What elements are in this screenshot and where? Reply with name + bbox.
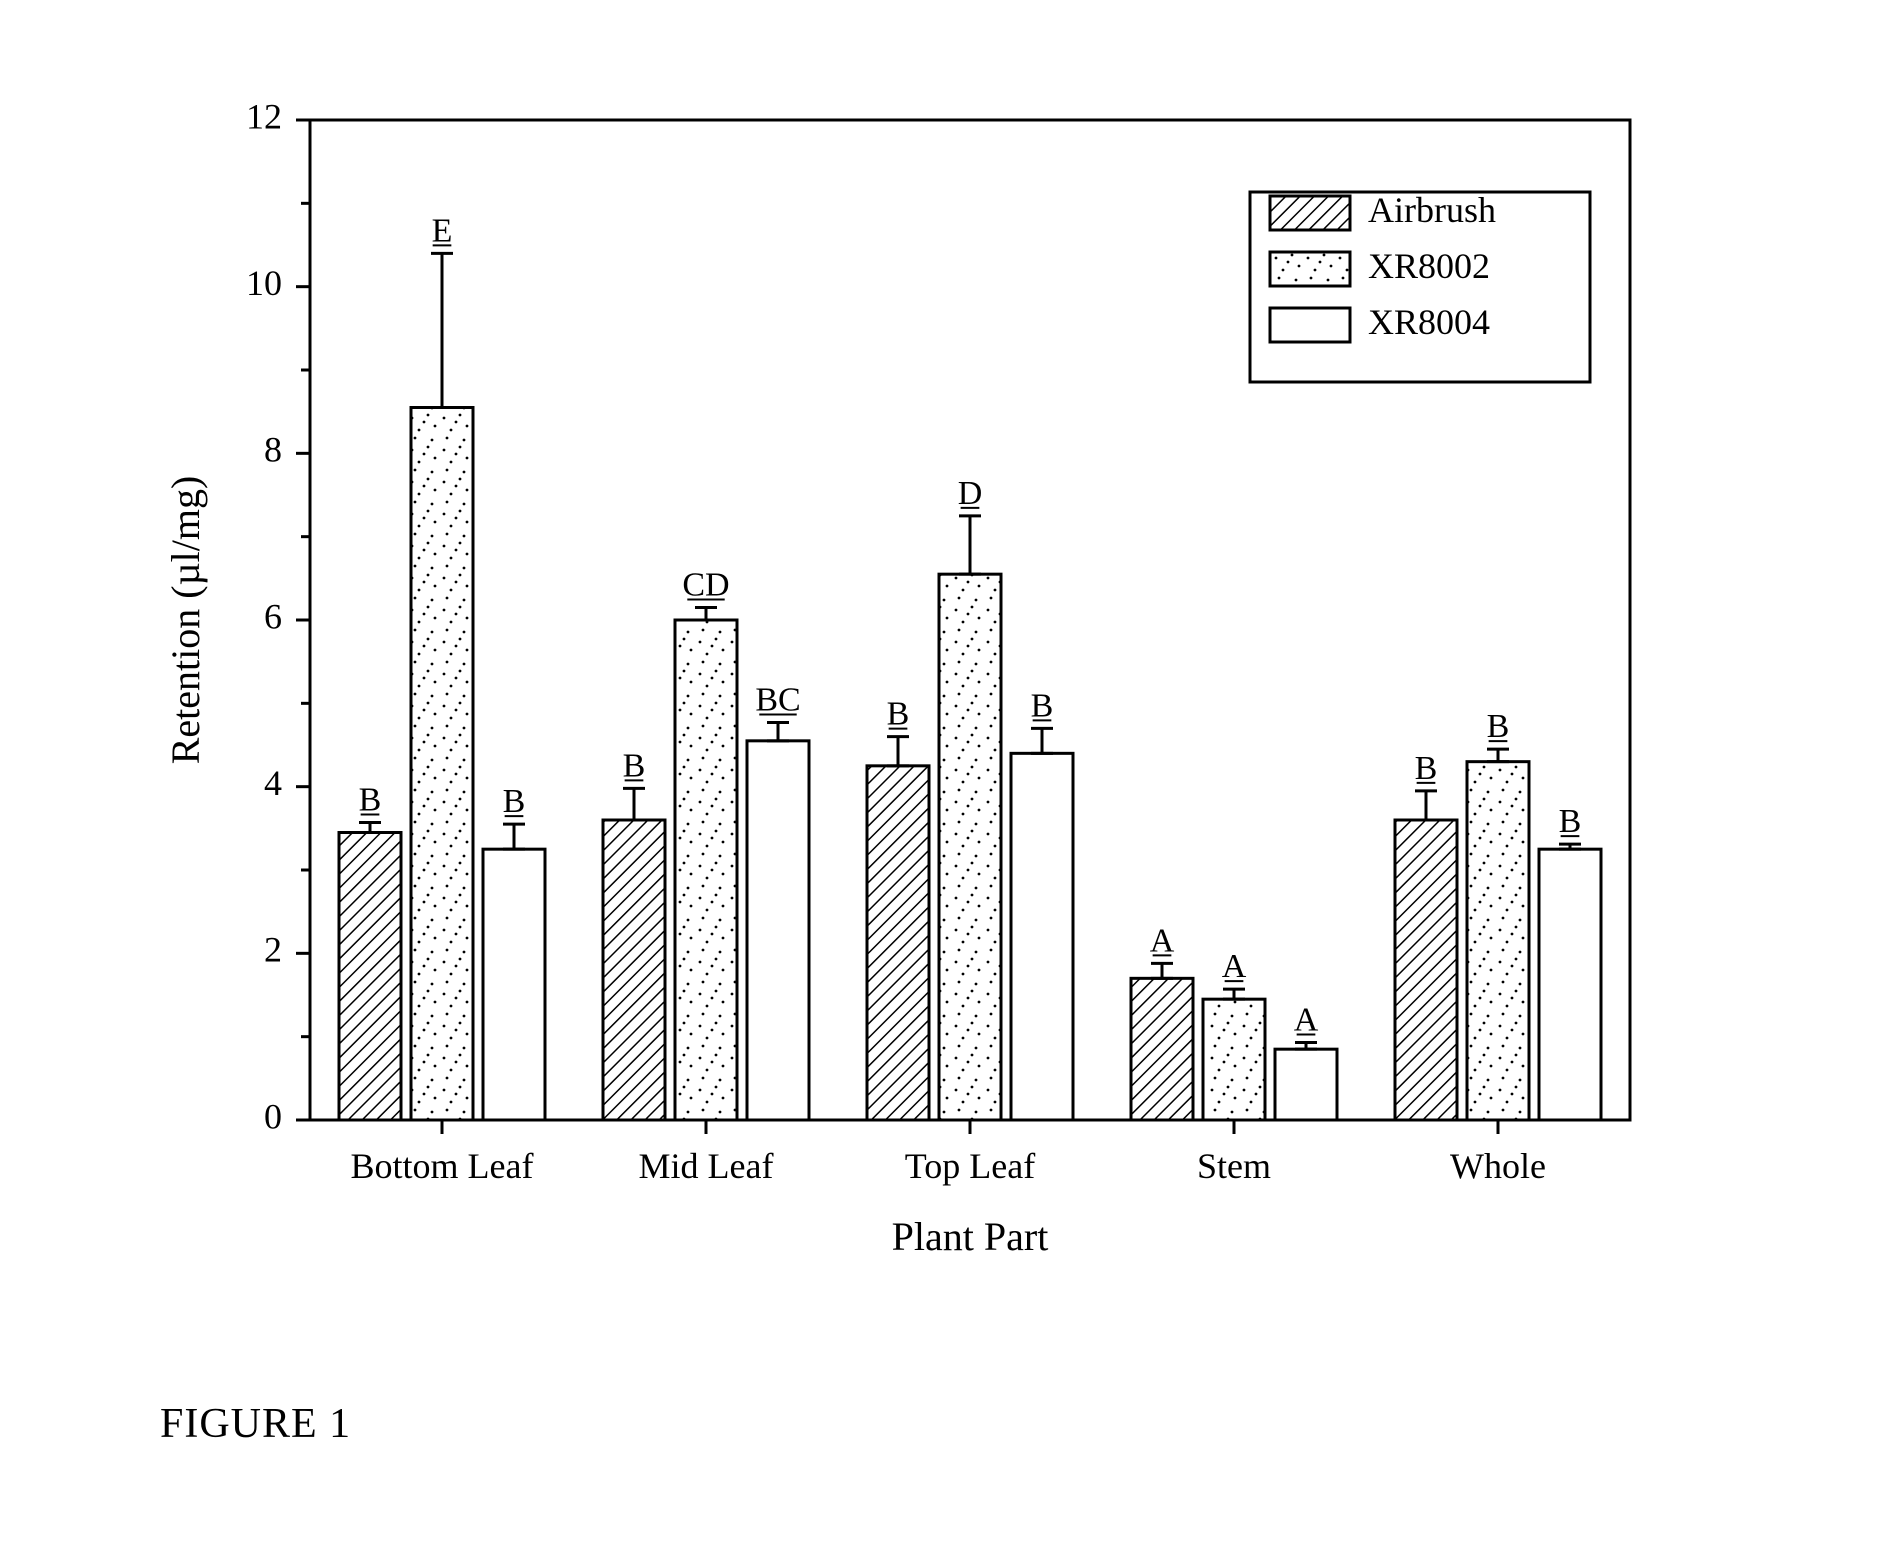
svg-text:A: A bbox=[1150, 922, 1175, 959]
svg-text:Whole: Whole bbox=[1450, 1146, 1546, 1186]
svg-text:XR8002: XR8002 bbox=[1368, 246, 1490, 286]
svg-text:CD: CD bbox=[682, 567, 729, 604]
svg-text:A: A bbox=[1294, 1002, 1319, 1039]
retention-chart: 0 2 4 6 8 10 12 Retention (µl/mg) Bottom Leaf B E B… bbox=[120, 60, 1680, 1305]
retention-chart-svg: 0 2 4 6 8 10 12 Retention (µl/mg) Bottom Leaf B E B… bbox=[120, 60, 1680, 1300]
svg-text:A: A bbox=[1222, 948, 1247, 985]
svg-text:Mid Leaf: Mid Leaf bbox=[639, 1146, 774, 1186]
page: 0 2 4 6 8 10 12 Retention (µl/mg) Bottom Leaf B E B… bbox=[0, 0, 1883, 1553]
svg-text:Airbrush: Airbrush bbox=[1368, 190, 1496, 230]
svg-text:B: B bbox=[1487, 708, 1510, 745]
svg-text:B: B bbox=[887, 696, 910, 733]
svg-text:B: B bbox=[1031, 687, 1054, 724]
svg-text:B: B bbox=[623, 747, 646, 784]
svg-text:6: 6 bbox=[264, 596, 282, 636]
svg-text:XR8004: XR8004 bbox=[1368, 302, 1490, 342]
svg-text:0: 0 bbox=[264, 1096, 282, 1136]
svg-text:10: 10 bbox=[246, 263, 282, 303]
svg-text:E: E bbox=[432, 212, 453, 249]
svg-text:2: 2 bbox=[264, 930, 282, 970]
svg-text:Bottom Leaf: Bottom Leaf bbox=[351, 1146, 534, 1186]
svg-text:Top Leaf: Top Leaf bbox=[905, 1146, 1035, 1186]
svg-text:B: B bbox=[1559, 803, 1582, 840]
svg-text:B: B bbox=[1415, 750, 1438, 787]
svg-text:12: 12 bbox=[246, 96, 282, 136]
svg-text:D: D bbox=[958, 475, 983, 512]
svg-text:8: 8 bbox=[264, 430, 282, 470]
svg-text:B: B bbox=[359, 782, 382, 819]
svg-text:B: B bbox=[503, 783, 526, 820]
svg-text:BC: BC bbox=[755, 682, 800, 719]
svg-text:Retention (µl/mg): Retention (µl/mg) bbox=[163, 476, 208, 765]
svg-text:Plant Part: Plant Part bbox=[892, 1214, 1049, 1259]
figure-caption: FIGURE 1 bbox=[160, 1400, 351, 1448]
svg-text:4: 4 bbox=[264, 763, 282, 803]
svg-text:Stem: Stem bbox=[1197, 1146, 1271, 1186]
